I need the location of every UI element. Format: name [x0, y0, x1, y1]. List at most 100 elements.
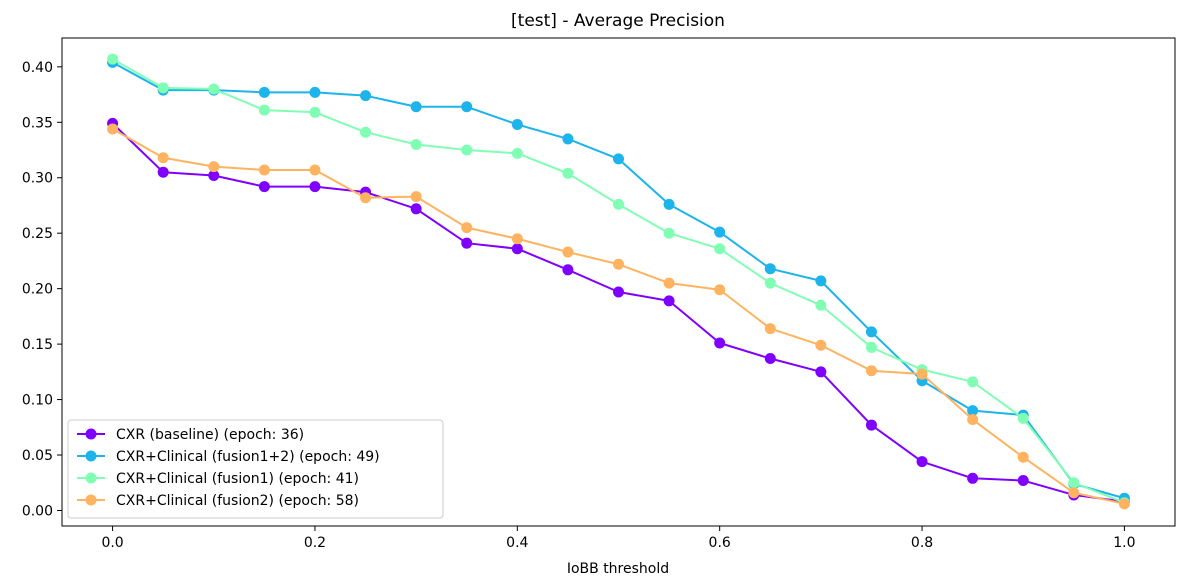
data-point — [663, 295, 675, 307]
data-point — [208, 170, 220, 182]
data-point — [461, 101, 473, 113]
data-point — [410, 101, 422, 113]
data-point — [461, 222, 473, 234]
y-tick-label: 0.00 — [22, 503, 53, 519]
data-point — [663, 277, 675, 289]
data-point — [309, 181, 321, 193]
data-point — [916, 368, 928, 380]
data-point — [764, 263, 776, 275]
data-point — [410, 191, 422, 203]
y-tick-label: 0.35 — [22, 115, 53, 131]
data-point — [815, 366, 827, 378]
legend-marker — [85, 428, 97, 440]
x-tick-label: 0.8 — [911, 535, 933, 551]
legend-marker — [85, 472, 97, 484]
data-point — [511, 147, 523, 159]
data-point — [815, 275, 827, 287]
data-point — [511, 119, 523, 131]
y-tick-label: 0.10 — [22, 393, 53, 409]
y-tick-label: 0.25 — [22, 226, 53, 242]
data-point — [1118, 498, 1130, 510]
data-point — [613, 153, 624, 165]
data-point — [967, 472, 979, 484]
y-tick-label: 0.20 — [22, 282, 53, 298]
legend: CXR (baseline) (epoch: 36) CXR+Clinical (… — [67, 419, 444, 519]
data-point — [461, 237, 473, 249]
data-point — [562, 246, 574, 258]
plot-frame — [61, 37, 1176, 527]
data-point — [967, 414, 979, 426]
data-point — [258, 164, 270, 176]
data-point — [1017, 475, 1029, 487]
data-point — [764, 323, 776, 335]
data-point — [764, 353, 776, 365]
legend-entry: CXR+Clinical (fusion2) (epoch: 58) — [77, 493, 359, 509]
data-point — [107, 53, 119, 65]
data-point — [258, 104, 270, 116]
data-point — [865, 419, 877, 431]
data-point — [461, 144, 473, 156]
legend-label: CXR+Clinical (fusion1) (epoch: 41) — [116, 471, 359, 487]
data-point — [107, 123, 119, 135]
x-tick-label: 0.6 — [709, 535, 731, 551]
data-point — [410, 138, 422, 150]
data-point — [410, 203, 422, 215]
legend-label: CXR+Clinical (fusion1+2) (epoch: 49) — [116, 449, 380, 465]
data-point — [663, 227, 675, 239]
data-point — [967, 405, 979, 417]
y-tick-label: 0.05 — [22, 448, 53, 464]
x-tick-label: 0.2 — [304, 535, 326, 551]
legend-entry: CXR (baseline) (epoch: 36) — [77, 427, 304, 443]
legend-entry: CXR+Clinical (fusion1) (epoch: 41) — [77, 471, 359, 487]
data-point — [360, 192, 372, 204]
series-layer — [107, 53, 1130, 510]
data-point — [815, 299, 827, 311]
data-point — [865, 326, 877, 338]
y-tick-label: 0.40 — [22, 60, 53, 76]
x-tick-label: 0.0 — [101, 535, 123, 551]
data-point — [916, 456, 928, 468]
y-tick-label: 0.15 — [22, 337, 53, 353]
data-point — [815, 339, 827, 351]
data-point — [157, 152, 169, 164]
data-point — [511, 233, 523, 245]
legend-label: CXR (baseline) (epoch: 36) — [116, 427, 304, 443]
x-axis-label: IoBB threshold — [567, 561, 669, 577]
legend-label: CXR+Clinical (fusion2) (epoch: 58) — [116, 493, 359, 509]
axis-ticks: 0.0 0.2 0.4 0.6 0.8 1.0 0.00 0.05 0.10 0.15 0.20 0.… — [22, 60, 1136, 551]
legend-box — [67, 419, 444, 519]
data-point — [258, 86, 270, 98]
data-point — [1017, 451, 1029, 463]
data-point — [714, 243, 726, 255]
data-point — [1068, 477, 1080, 489]
data-point — [309, 106, 321, 118]
data-point — [562, 167, 574, 179]
data-point — [714, 284, 726, 296]
data-point — [714, 337, 726, 349]
data-point — [309, 86, 321, 98]
data-point — [967, 376, 979, 388]
legend-marker — [85, 494, 97, 506]
data-point — [562, 264, 574, 276]
data-point — [613, 198, 624, 210]
legend-marker — [85, 450, 97, 462]
data-point — [309, 164, 321, 176]
data-point — [714, 226, 726, 238]
data-point — [157, 82, 169, 94]
chart-title: [test] - Average Precision — [511, 11, 725, 31]
series-group — [107, 123, 1130, 510]
data-point — [663, 198, 675, 210]
data-point — [562, 133, 574, 145]
legend-entry: CXR+Clinical (fusion1+2) (epoch: 49) — [77, 449, 380, 465]
x-tick-label: 1.0 — [1113, 535, 1135, 551]
data-point — [865, 341, 877, 353]
data-point — [208, 83, 220, 95]
data-point — [157, 166, 169, 178]
data-point — [613, 286, 624, 298]
data-point — [258, 181, 270, 193]
y-tick-label: 0.30 — [22, 171, 53, 187]
x-tick-label: 0.4 — [506, 535, 528, 551]
data-point — [208, 161, 220, 173]
